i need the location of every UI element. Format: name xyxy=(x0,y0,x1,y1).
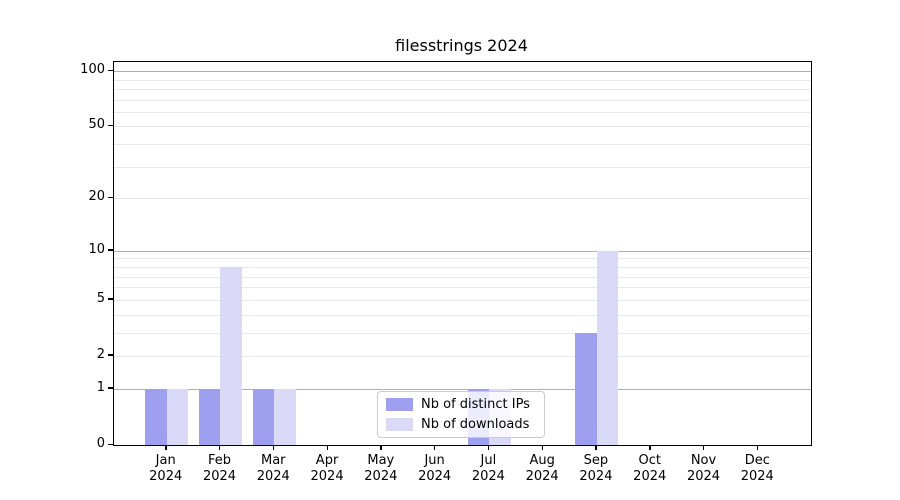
x-tick-label: Aug 2024 xyxy=(512,453,572,485)
x-tick-mark xyxy=(326,445,328,451)
x-tick-label: Apr 2024 xyxy=(297,453,357,485)
legend-item-downloads: Nb of downloads xyxy=(386,417,536,432)
y-tick-label: 5 xyxy=(96,290,105,306)
x-tick-label: Nov 2024 xyxy=(674,453,734,485)
y-tick-mark xyxy=(108,354,113,356)
x-tick-year: 2024 xyxy=(471,469,505,484)
x-tick-label: Sep 2024 xyxy=(566,453,626,485)
bar-distinct-ips xyxy=(145,388,167,445)
gridline-minor xyxy=(114,99,811,101)
legend-label-downloads: Nb of downloads xyxy=(421,417,530,432)
bar-distinct-ips xyxy=(252,388,275,445)
x-tick-mark xyxy=(272,445,275,451)
legend-item-distinct-ips: Nb of distinct IPs xyxy=(386,397,536,412)
x-tick-label: Oct 2024 xyxy=(620,453,680,485)
y-tick-label: 1 xyxy=(96,379,105,395)
gridline-minor xyxy=(114,79,811,81)
gridline-minor xyxy=(114,111,811,113)
x-tick-year: 2024 xyxy=(740,469,774,484)
y-tick-mark xyxy=(108,124,113,127)
x-tick-mark xyxy=(649,445,651,451)
gridline-minor xyxy=(114,276,811,278)
x-tick-mark xyxy=(380,445,382,451)
y-tick-mark xyxy=(108,298,113,300)
gridline-minor xyxy=(114,355,811,357)
gridline-minor xyxy=(114,126,811,128)
y-tick-label: 10 xyxy=(88,241,105,257)
x-tick-mark xyxy=(487,445,490,451)
x-tick-mark xyxy=(165,445,167,451)
x-tick-year: 2024 xyxy=(525,469,559,484)
x-tick-year: 2024 xyxy=(310,469,344,484)
x-tick-year: 2024 xyxy=(686,469,721,484)
x-tick-label: Jan 2024 xyxy=(136,453,196,485)
gridline-major xyxy=(114,388,811,390)
x-tick-label: Dec 2024 xyxy=(727,453,787,485)
bar-downloads xyxy=(220,266,242,445)
gridline-minor xyxy=(114,299,811,301)
legend-swatch-distinct-ips xyxy=(386,398,413,411)
gridline-minor xyxy=(114,88,811,90)
gridline-minor xyxy=(114,266,811,268)
x-tick-year: 2024 xyxy=(364,469,398,484)
y-tick-mark xyxy=(108,249,113,251)
y-tick-label: 0 xyxy=(96,436,105,451)
legend-swatch-downloads xyxy=(386,418,413,431)
x-tick-year: 2024 xyxy=(202,469,237,484)
bar-downloads xyxy=(596,250,619,445)
x-tick-label: Mar 2024 xyxy=(243,453,303,485)
chart-title: filesstrings 2024 xyxy=(395,36,528,55)
x-tick-year: 2024 xyxy=(579,469,613,484)
x-tick-year: 2024 xyxy=(256,469,290,484)
gridline-major xyxy=(114,71,811,73)
gridline-minor xyxy=(114,198,811,200)
y-tick-mark xyxy=(108,196,113,199)
legend: Nb of distinct IPs Nb of downloads xyxy=(377,391,545,438)
gridline-minor xyxy=(114,287,811,289)
y-tick-mark xyxy=(108,387,113,389)
bar-distinct-ips xyxy=(198,388,221,445)
x-tick-year: 2024 xyxy=(633,469,667,484)
bar-downloads xyxy=(274,388,296,445)
y-tick-label: 2 xyxy=(96,346,105,362)
x-tick-year: 2024 xyxy=(418,469,452,484)
gridline-major xyxy=(114,250,811,252)
x-tick-label: Jun 2024 xyxy=(405,453,465,485)
gridline-minor xyxy=(114,166,811,168)
bar-distinct-ips xyxy=(575,332,597,445)
gridline-minor xyxy=(114,332,811,334)
x-tick-year: 2024 xyxy=(149,469,183,484)
gridline-minor xyxy=(114,144,811,146)
bar-downloads xyxy=(166,388,189,445)
x-tick-label: Feb 2024 xyxy=(189,453,249,485)
y-tick-label: 100 xyxy=(80,62,105,78)
y-tick-label: 20 xyxy=(88,189,105,205)
y-tick-mark xyxy=(108,69,113,71)
x-tick-mark xyxy=(541,445,543,451)
x-tick-mark xyxy=(595,445,597,451)
x-tick-mark xyxy=(703,445,705,451)
plot-area xyxy=(113,61,812,446)
x-tick-mark xyxy=(756,445,759,451)
x-tick-label: Jul 2024 xyxy=(458,453,518,485)
y-tick-label: 50 xyxy=(88,117,105,133)
gridline-minor xyxy=(114,258,811,260)
x-tick-mark xyxy=(218,445,221,451)
x-tick-label: May 2024 xyxy=(351,453,411,485)
gridline-minor xyxy=(114,314,811,316)
x-tick-mark xyxy=(434,445,436,451)
y-tick-mark xyxy=(108,443,113,445)
legend-label-distinct-ips: Nb of distinct IPs xyxy=(421,397,530,412)
